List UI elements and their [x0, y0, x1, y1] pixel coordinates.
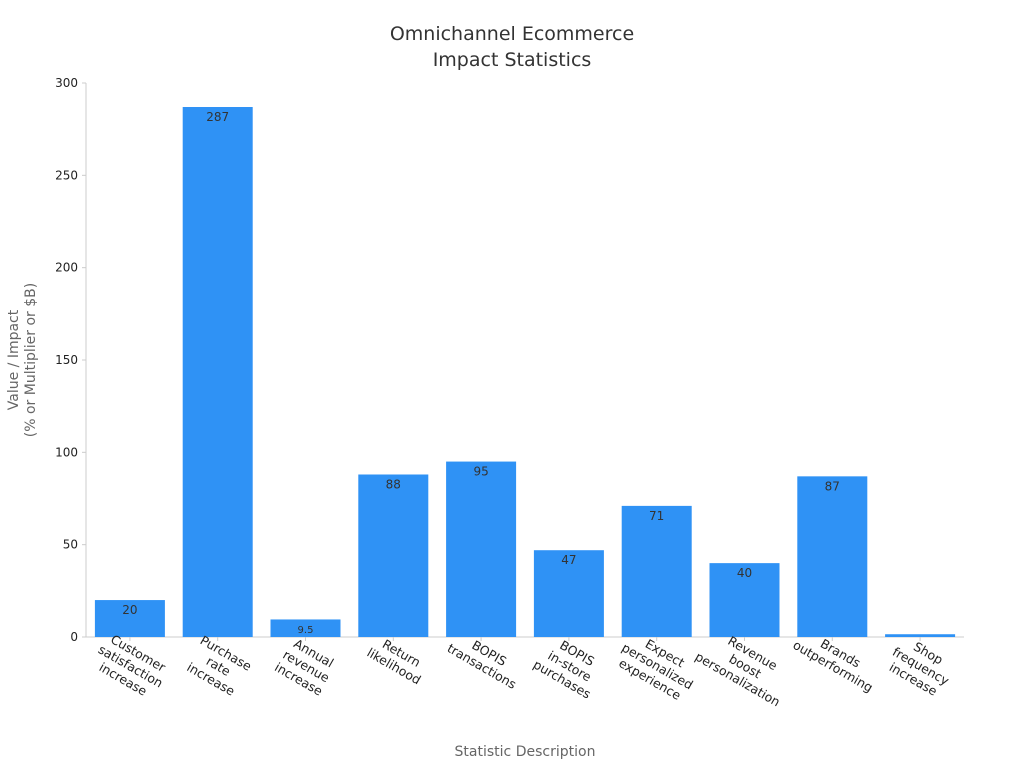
y-tick-label: 300 — [55, 76, 78, 90]
bars — [94, 107, 956, 638]
bar — [621, 505, 692, 637]
y-axis-title: Value / Impact (% or Multiplier or $B) — [6, 283, 39, 437]
data-label: 9.5 — [298, 625, 314, 636]
bar — [709, 563, 780, 637]
data-label: 88 — [386, 477, 401, 491]
data-label: 87 — [825, 479, 840, 493]
bar — [270, 619, 341, 637]
y-tick-label: 150 — [55, 353, 78, 367]
y-tick-label: 50 — [63, 538, 78, 552]
data-label: 287 — [206, 110, 229, 124]
bar — [182, 107, 253, 638]
y-tick-label: 200 — [55, 261, 78, 275]
y-tick-label: 250 — [55, 168, 78, 182]
y-tick-label: 0 — [70, 630, 78, 644]
bar — [94, 600, 165, 637]
y-tick-label: 100 — [55, 445, 78, 459]
data-label: 95 — [473, 465, 488, 479]
bar — [533, 550, 604, 637]
y-axis-title-line-2: (% or Multiplier or $B) — [23, 283, 39, 437]
data-label: 40 — [737, 566, 752, 580]
bar — [797, 476, 868, 637]
chart-title-line-2: Impact Statistics — [433, 49, 592, 71]
data-label: 20 — [122, 603, 137, 617]
y-axis: 0 50 100 150 200 250 300 — [55, 76, 87, 644]
x-axis-title: Statistic Description — [455, 744, 596, 760]
data-labels: 20 287 9.5 88 95 47 71 40 87 — [122, 110, 840, 636]
y-axis-title-line-1: Value / Impact — [6, 309, 22, 410]
chart-title-line-1: Omnichannel Ecommerce — [390, 23, 634, 45]
bar — [885, 634, 956, 637]
data-label: 47 — [561, 553, 576, 567]
data-label: 71 — [649, 509, 664, 523]
bar — [446, 461, 517, 637]
bar — [358, 474, 429, 637]
